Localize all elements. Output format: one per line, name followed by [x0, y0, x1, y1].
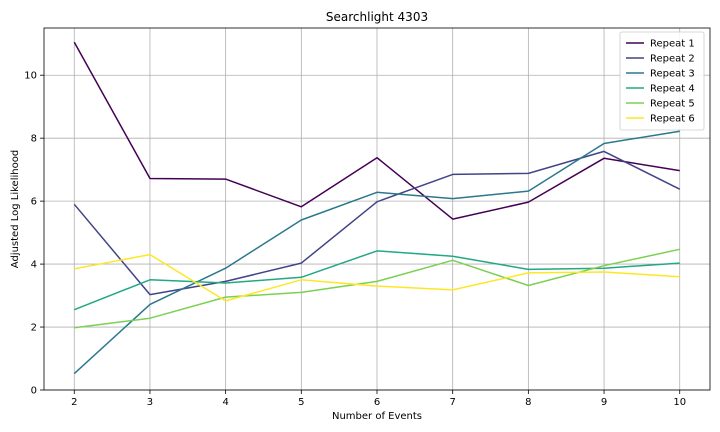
x-tick-label: 10 — [673, 397, 686, 408]
series-line-1 — [73, 41, 680, 220]
x-axis: 2 3 4 5 6 7 8 9 10 — [71, 390, 686, 408]
y-tick-label: 8 — [31, 134, 37, 145]
chart-title: Searchlight 4303 — [326, 10, 428, 24]
y-tick-label: 2 — [31, 323, 37, 334]
legend-frame — [619, 31, 705, 131]
y-tick-label: 10 — [24, 71, 37, 82]
legend-label: Repeat 2 — [650, 54, 695, 65]
legend-label: Repeat 3 — [650, 69, 695, 80]
x-tick-label: 7 — [449, 397, 455, 408]
x-tick-label: 9 — [601, 397, 607, 408]
legend: Repeat 1 Repeat 2 Repeat 3 Repeat 4 Repeat 5… — [619, 31, 705, 131]
x-tick-label: 4 — [222, 397, 228, 408]
x-tick-label: 6 — [374, 397, 380, 408]
x-tick-label: 8 — [525, 397, 531, 408]
y-tick-label: 6 — [31, 197, 37, 208]
legend-label: Repeat 1 — [650, 39, 695, 50]
x-tick-label: 5 — [298, 397, 304, 408]
x-tick-label: 2 — [71, 397, 77, 408]
x-axis-label: Number of Events — [332, 411, 422, 422]
grid — [44, 28, 710, 391]
series-line-3 — [73, 130, 680, 375]
series-line-4 — [74, 250, 680, 311]
y-axis: 0 2 4 6 8 10 — [24, 71, 44, 397]
series-lines — [73, 41, 681, 375]
series-line-6 — [74, 253, 680, 302]
y-tick-label: 4 — [31, 260, 37, 271]
y-tick-label: 0 — [31, 386, 37, 397]
legend-label: Repeat 4 — [650, 84, 695, 95]
legend-label: Repeat 6 — [650, 114, 695, 125]
legend-label: Repeat 5 — [650, 99, 695, 110]
x-tick-label: 3 — [147, 397, 153, 408]
y-axis-label: Adjusted Log Likelihood — [10, 150, 21, 268]
